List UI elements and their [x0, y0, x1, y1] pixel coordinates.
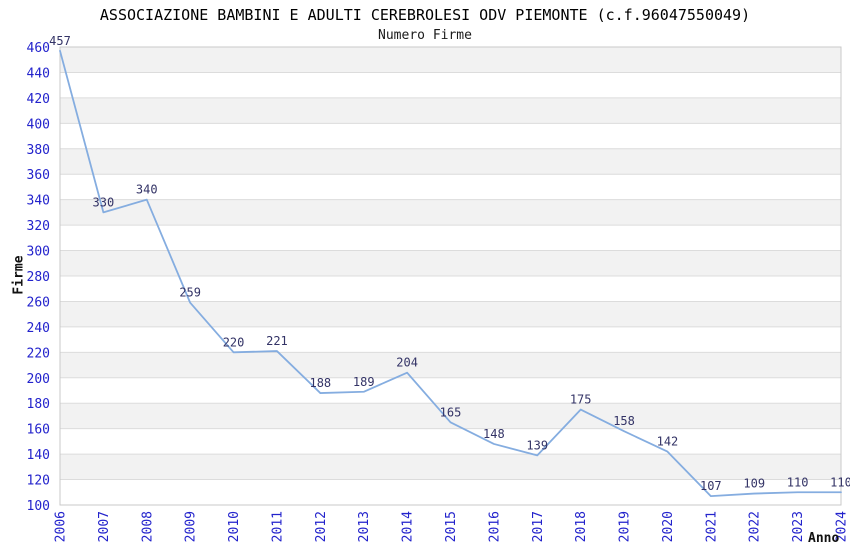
x-tick-label: 2017: [531, 511, 546, 542]
plot-band: [60, 250, 841, 276]
data-point-label: 457: [49, 34, 71, 48]
data-line: [59, 49, 842, 497]
y-tick-label: 440: [27, 66, 50, 81]
x-tick-label: 2021: [704, 511, 719, 542]
data-point-label: 109: [743, 477, 765, 491]
x-tick-label: 2007: [97, 511, 112, 542]
x-tick-label: 2024: [835, 511, 850, 542]
y-tick-label: 240: [27, 321, 50, 336]
y-tick-label: 380: [27, 143, 50, 158]
y-tick-label: 220: [27, 346, 50, 361]
x-tick-label: 2023: [791, 511, 806, 542]
data-point-label: 110: [830, 475, 850, 489]
x-tick-label: 2018: [574, 511, 589, 542]
plot-band: [60, 148, 841, 175]
x-tick-label: 2014: [401, 511, 416, 542]
y-tick-label: 340: [27, 194, 50, 209]
y-tick-label: 140: [27, 448, 50, 463]
x-tick-label: 2009: [184, 511, 199, 542]
y-tick-label: 120: [27, 474, 50, 489]
y-tick-label: 360: [27, 168, 50, 183]
data-point-label: 221: [266, 334, 288, 348]
y-axis-title: Firme: [11, 255, 27, 295]
x-tick-label: 2010: [227, 511, 242, 542]
y-tick-label: 260: [27, 295, 50, 310]
plot-band: [60, 352, 841, 378]
data-point-label: 330: [93, 195, 115, 209]
x-tick-label: 2020: [661, 511, 676, 542]
y-tick-label: 320: [27, 219, 50, 234]
data-point-label: 259: [179, 286, 201, 300]
y-tick-label: 300: [27, 245, 50, 260]
y-tick-label: 180: [27, 397, 50, 412]
x-tick-label: 2016: [487, 511, 502, 542]
data-point-label: 204: [396, 356, 418, 370]
x-tick-label: 2019: [618, 511, 633, 542]
y-tick-label: 280: [27, 270, 50, 285]
x-tick-label: 2012: [314, 511, 329, 542]
plot-band: [60, 301, 841, 327]
chart-subtitle: Numero Firme: [378, 28, 472, 43]
data-point-label: 107: [700, 479, 722, 493]
plot-band: [60, 199, 841, 226]
data-point-label: 139: [526, 438, 548, 452]
data-point-label: 175: [570, 393, 592, 407]
x-axis-title: Anno: [808, 531, 840, 546]
y-tick-label: 420: [27, 92, 50, 107]
y-tick-label: 100: [27, 499, 50, 514]
plot-band: [60, 97, 841, 124]
y-tick-label: 200: [27, 372, 50, 387]
x-tick-label: 2011: [270, 511, 285, 542]
chart-title: ASSOCIAZIONE BAMBINI E ADULTI CEREBROLES…: [99, 6, 751, 24]
data-point-label: 188: [309, 376, 331, 390]
x-tick-label: 2008: [140, 511, 155, 542]
data-point-label: 340: [136, 183, 158, 197]
data-point-label: 165: [440, 405, 462, 419]
data-point-label: 189: [353, 375, 375, 389]
data-point-label: 148: [483, 427, 505, 441]
data-point-label: 110: [787, 475, 809, 489]
x-tick-label: 2006: [54, 511, 69, 542]
plot-border: [59, 46, 842, 506]
x-tick-label: 2022: [748, 511, 763, 542]
y-tick-label: 460: [27, 41, 50, 56]
plot-band: [60, 454, 841, 480]
y-tick-label: 160: [27, 423, 50, 438]
y-tick-label: 400: [27, 117, 50, 132]
x-tick-label: 2015: [444, 511, 459, 542]
data-point-label: 158: [613, 414, 635, 428]
plot-band: [60, 403, 841, 429]
plot-band: [60, 47, 841, 73]
data-point-label: 142: [657, 435, 679, 449]
data-point-label: 220: [223, 335, 245, 349]
x-tick-label: 2013: [357, 511, 372, 542]
